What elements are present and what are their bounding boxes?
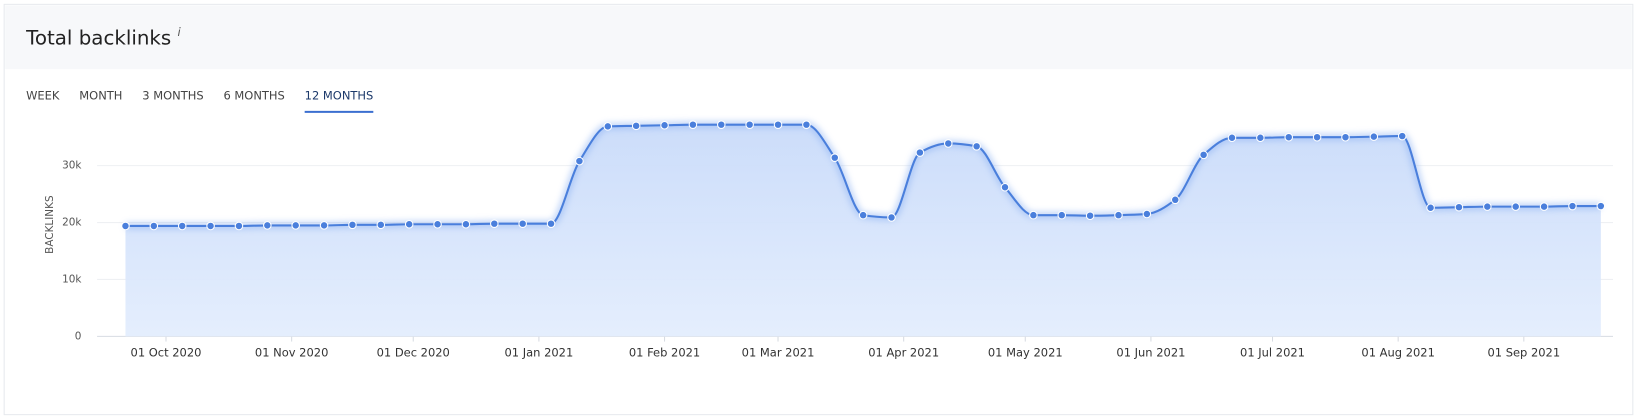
data-point [1539,202,1549,211]
y-tick-label: 20k [62,217,82,229]
data-point [404,219,414,229]
data-point [1284,132,1294,142]
data-point [773,120,783,129]
data-point [887,213,896,222]
data-point [1199,150,1208,160]
data-point [1256,133,1265,143]
data-point [858,210,868,220]
data-point [1397,131,1407,141]
plot: 0 10k 20k 30k BACKLINKS 01 Oct 2020 01 Nov 202… [44,120,1613,360]
data-point [319,221,329,230]
x-tick-label: 01 Sep 2021 [1487,346,1560,360]
x-tick-label: 01 Apr 2021 [868,346,939,360]
data-point [376,220,386,230]
y-tick-label: 10k [62,273,82,285]
data-point [1596,201,1606,211]
data-point [802,120,811,129]
x-tick-label: 01 Nov 2020 [255,346,328,360]
x-tick-label: 01 Mar 2021 [742,346,815,360]
data-point [121,221,130,231]
x-tick-label: 01 Jan 2021 [505,346,574,360]
data-point [206,221,215,231]
data-point [943,139,953,148]
data-point [433,219,442,229]
data-point [972,142,981,151]
x-tick-label: 01 Feb 2021 [629,346,700,360]
data-point [1000,182,1010,192]
data-point [234,221,244,231]
area-fill [125,124,1601,337]
data-point [1029,210,1038,220]
data-point [546,219,556,228]
data-point [1142,209,1152,219]
info-icon[interactable]: i [178,25,182,39]
data-point [1568,201,1577,211]
y-tick-label: 0 [75,330,82,342]
data-point [603,122,613,131]
data-point [745,120,754,129]
data-point [1369,132,1379,141]
data-point [575,156,584,166]
x-tick-label: 01 Jul 2021 [1240,346,1305,360]
data-point [631,121,641,131]
data-point [830,153,840,162]
data-point [518,219,527,228]
data-point [1170,195,1180,205]
data-point [1114,210,1123,220]
x-tick-label: 01 Dec 2020 [377,346,450,360]
data-point [688,120,698,129]
data-point [915,148,925,157]
data-point [1057,210,1067,220]
tab[interactable]: 12 MONTHS [305,89,374,103]
data-point [1426,203,1435,213]
y-axis-label: BACKLINKS [44,195,56,254]
data-point [1085,211,1095,221]
data-point [177,221,187,231]
data-point [490,219,499,228]
data-point [348,220,357,230]
data-point [149,221,159,231]
data-point [717,120,726,129]
title: Total backlinks [25,26,171,49]
tab[interactable]: MONTH [79,89,122,103]
data-point [660,120,669,130]
data-point [1483,202,1492,211]
data-point [1511,202,1520,211]
data-point [1227,133,1237,143]
tab[interactable]: 6 MONTHS [223,89,284,103]
x-tick-label: 01 Oct 2020 [131,346,202,360]
data-point [1312,132,1322,142]
tab[interactable]: WEEK [26,89,60,103]
tab[interactable]: 3 MONTHS [142,89,203,103]
data-point [263,221,272,230]
y-tick-label: 30k [62,160,82,172]
data-point [1454,202,1464,212]
tab-bar: WEEK MONTH 3 MONTHS 6 MONTHS 12 MONTHS [26,89,374,113]
data-point [461,219,471,229]
card-header [5,5,1632,70]
x-tick-label: 01 May 2021 [988,346,1063,360]
x-tick-label: 01 Jun 2021 [1116,346,1185,360]
data-point [291,221,300,230]
x-tick-label: 01 Aug 2021 [1361,346,1434,360]
data-point [1341,132,1350,142]
